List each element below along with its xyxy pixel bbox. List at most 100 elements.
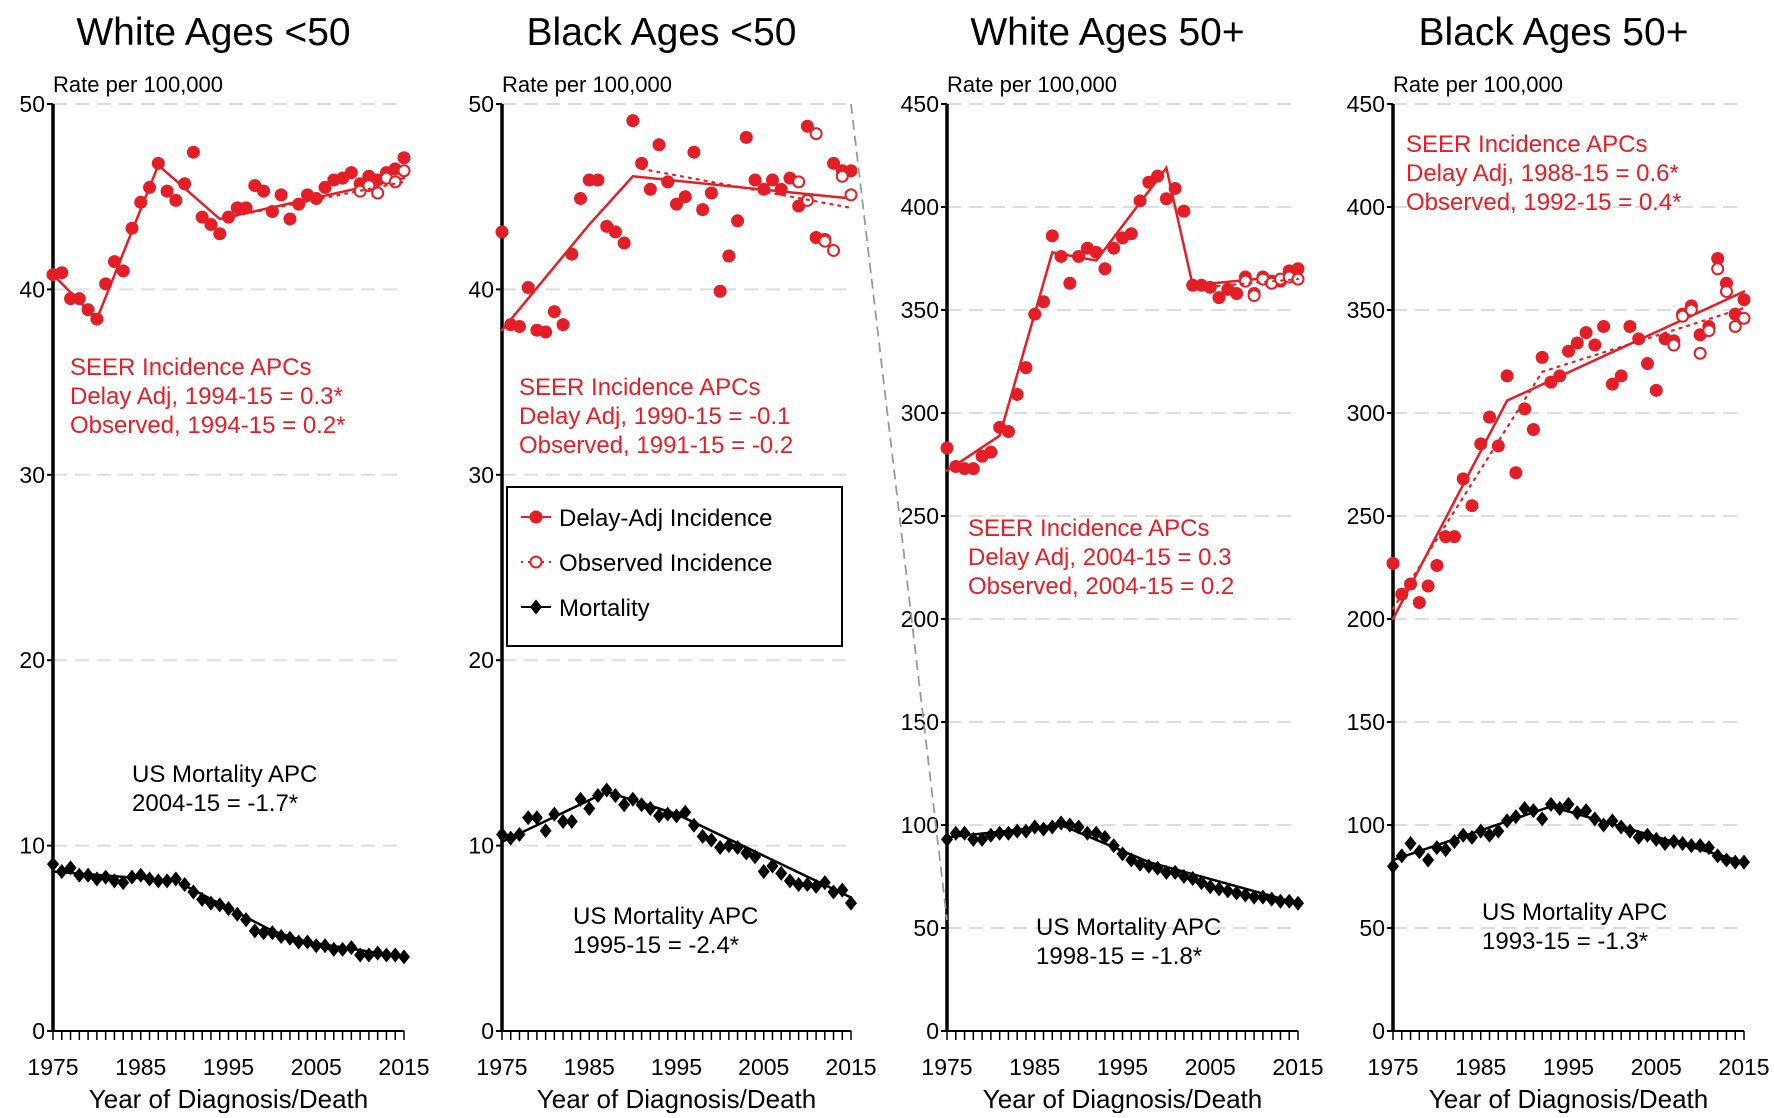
panel-1: White Ages <50 Rate per 100,000 Year of Di… xyxy=(19,11,429,1114)
observed-point xyxy=(827,243,841,257)
mortality-point xyxy=(775,865,788,881)
delay-adj-point xyxy=(635,156,649,170)
y-tick-label: 0 xyxy=(926,1018,939,1044)
observed-point xyxy=(1728,319,1742,333)
series-observed-trend xyxy=(1200,278,1300,289)
delay-adj-point xyxy=(608,225,622,239)
mortality-point xyxy=(1518,801,1531,817)
delay-adj-point xyxy=(1159,192,1173,206)
legend-label: Mortality xyxy=(559,595,650,622)
observed-point xyxy=(1684,303,1698,317)
mortality-trend-line xyxy=(51,870,406,959)
mortality-point xyxy=(73,867,86,883)
incidence-apc-annotation: Delay Adj, 2004-15 = 0.3 xyxy=(968,544,1232,571)
delay-adj-point xyxy=(1711,252,1725,265)
delay-adj-point xyxy=(731,214,745,228)
delay-adj-point xyxy=(617,236,631,250)
mortality-point xyxy=(336,941,349,957)
mortality-point xyxy=(757,864,770,880)
delay-adj-point xyxy=(539,325,553,339)
series-observed-trend xyxy=(218,180,406,221)
series-delay-adj-incidence xyxy=(495,114,858,339)
delay-adj-point xyxy=(1098,262,1112,276)
observed-trend-line xyxy=(1200,278,1300,289)
x-tick-label: 1985 xyxy=(1455,1054,1506,1080)
delay-adj-point xyxy=(1614,369,1628,383)
mortality-point xyxy=(1562,796,1575,812)
mortality-point xyxy=(47,856,59,872)
series-delay-adj-incidence xyxy=(940,169,1305,476)
incidence-apc-annotation: SEER Incidence APCs xyxy=(1406,131,1647,158)
mortality-apc-annotation: 1998-15 = -1.8* xyxy=(1036,943,1202,970)
y-tick-label: 100 xyxy=(901,812,939,838)
delay-adj-point xyxy=(591,173,605,187)
series-mortality xyxy=(941,815,1304,911)
legend-marker xyxy=(529,510,543,524)
y-tick-label: 400 xyxy=(901,194,939,220)
series-mortality-trend xyxy=(945,823,1300,905)
incidence-trend-line xyxy=(51,163,406,322)
mortality-point xyxy=(1571,805,1584,821)
observed-point xyxy=(388,175,402,189)
y-tick-label: 0 xyxy=(1372,1018,1385,1044)
y-tick-label: 20 xyxy=(19,647,45,673)
y-tick-label: 10 xyxy=(468,833,494,859)
series-observed-trend xyxy=(640,167,853,209)
incidence-apc-annotation: Delay Adj, 1990-15 = -0.1 xyxy=(519,403,791,430)
delay-adj-point xyxy=(722,249,736,263)
delay-adj-point xyxy=(1518,402,1532,416)
mortality-point xyxy=(705,832,718,848)
delay-adj-point xyxy=(739,130,753,144)
incidence-apc-annotation: Observed, 2004-15 = 0.2 xyxy=(968,573,1234,600)
delay-adj-point xyxy=(626,114,640,128)
y-tick-label: 200 xyxy=(901,606,939,632)
delay-adj-point xyxy=(574,192,588,206)
x-tick-label: 2005 xyxy=(738,1054,789,1080)
delay-adj-point xyxy=(116,264,130,278)
panel-title: White Ages 50+ xyxy=(970,11,1244,54)
mortality-trend-line xyxy=(500,790,853,899)
x-tick-label: 2005 xyxy=(1631,1054,1682,1080)
incidence-apc-annotation: Observed, 1994-15 = 0.2* xyxy=(70,412,346,439)
y-axis-label: Rate per 100,000 xyxy=(53,72,223,97)
incidence-trend-line xyxy=(945,164,1300,472)
legend-box xyxy=(506,486,843,647)
series-mortality-trend xyxy=(1391,805,1746,864)
incidence-apc-annotation: SEER Incidence APCs xyxy=(70,354,311,381)
mortality-apc-annotation: 2004-15 = -1.7* xyxy=(132,790,298,817)
delay-adj-point xyxy=(1089,245,1103,259)
delay-adj-point xyxy=(800,119,814,133)
mortality-apc-annotation: 1995-15 = -2.4* xyxy=(573,932,739,959)
observed-point xyxy=(1667,338,1681,352)
delay-adj-point xyxy=(1640,357,1654,371)
delay-adj-point xyxy=(765,173,779,187)
legend-label: Delay-Adj Incidence xyxy=(559,505,772,532)
mortality-point xyxy=(248,923,261,939)
delay-adj-point xyxy=(1588,338,1602,352)
mortality-point xyxy=(1239,887,1252,903)
mortality-point xyxy=(117,875,130,891)
delay-adj-point xyxy=(1623,319,1637,333)
delay-adj-point xyxy=(1465,499,1479,513)
x-tick-label: 2015 xyxy=(378,1054,429,1080)
delay-adj-point xyxy=(195,210,209,224)
y-axis-label: Rate per 100,000 xyxy=(502,72,672,97)
y-axis-label: Rate per 100,000 xyxy=(947,72,1117,97)
delay-adj-point xyxy=(696,203,710,217)
observed-point xyxy=(844,188,858,202)
mortality-point xyxy=(653,808,666,824)
delay-adj-point xyxy=(748,173,762,187)
mortality-point xyxy=(1248,889,1261,905)
y-tick-label: 350 xyxy=(901,297,939,323)
delay-adj-point xyxy=(213,227,227,241)
y-tick-label: 0 xyxy=(481,1018,494,1044)
delay-adj-point xyxy=(556,318,570,332)
y-tick-label: 40 xyxy=(468,276,494,302)
series-observed-trend xyxy=(1391,306,1746,610)
mortality-point xyxy=(714,839,727,855)
panel-title: Black Ages 50+ xyxy=(1419,11,1689,54)
y-tick-label: 30 xyxy=(468,462,494,488)
series-observed-incidence xyxy=(792,127,858,257)
y-tick-label: 300 xyxy=(1347,400,1385,426)
x-tick-label: 1995 xyxy=(651,1054,702,1080)
